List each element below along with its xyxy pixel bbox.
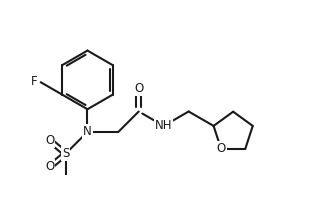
Text: O: O [217, 142, 226, 155]
Text: O: O [134, 82, 143, 95]
Text: S: S [62, 147, 69, 160]
Text: NH: NH [155, 119, 172, 132]
Text: O: O [45, 134, 54, 147]
Text: N: N [83, 125, 92, 138]
Text: O: O [45, 160, 54, 174]
Text: F: F [31, 75, 38, 88]
